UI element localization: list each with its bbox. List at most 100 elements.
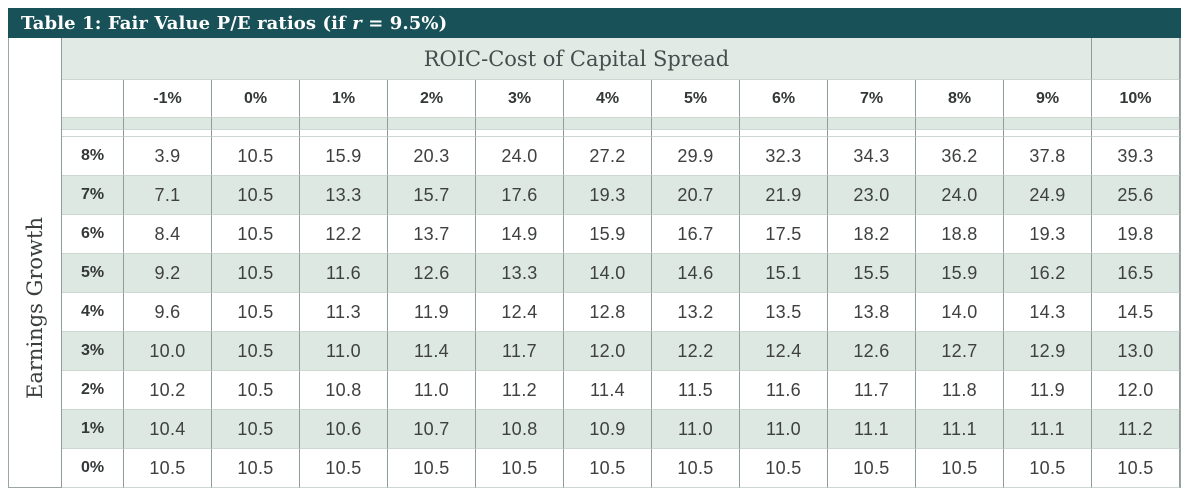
- value-cell: 10.5: [916, 449, 1004, 488]
- value-cell: 3.9: [124, 137, 212, 176]
- value-cell: 10.5: [212, 332, 300, 371]
- value-cell: 10.5: [1092, 449, 1180, 488]
- corner-cell: [62, 80, 124, 118]
- value-cell: 15.7: [388, 176, 476, 215]
- spacer-cell-green: [1092, 118, 1180, 130]
- table-title-bar: Table 1: Fair Value P/E ratios (if r = 9…: [8, 8, 1181, 38]
- value-cell: 12.6: [828, 332, 916, 371]
- column-header-cell: 0%: [212, 80, 300, 118]
- value-cell: 14.0: [564, 254, 652, 293]
- value-cell: 13.8: [828, 293, 916, 332]
- value-cell: 10.5: [476, 449, 564, 488]
- value-cell: 10.5: [212, 137, 300, 176]
- value-cell: 10.5: [212, 254, 300, 293]
- row-label-cell: 8%: [62, 137, 124, 176]
- spacer-cell-green: [124, 118, 212, 130]
- value-cell: 12.4: [740, 332, 828, 371]
- row-label-cell: 0%: [62, 449, 124, 488]
- spacer-cell-white: [388, 130, 476, 137]
- value-cell: 11.5: [652, 371, 740, 410]
- value-cell: 14.0: [916, 293, 1004, 332]
- value-cell: 12.0: [1092, 371, 1180, 410]
- value-cell: 14.6: [652, 254, 740, 293]
- value-cell: 10.5: [564, 449, 652, 488]
- value-cell: 15.9: [916, 254, 1004, 293]
- value-cell: 12.0: [564, 332, 652, 371]
- table-title: Table 1: Fair Value P/E ratios (if r = 9…: [21, 13, 447, 34]
- table-title-suffix: = 9.5%): [361, 12, 448, 34]
- value-cell: 14.5: [1092, 293, 1180, 332]
- spacer-cell-green: [212, 118, 300, 130]
- value-cell: 11.1: [828, 410, 916, 449]
- fair-value-pe-table-panel: Table 1: Fair Value P/E ratios (if r = 9…: [8, 8, 1181, 488]
- value-cell: 14.9: [476, 215, 564, 254]
- spacer-cell-white: [62, 130, 124, 137]
- value-cell: 11.4: [388, 332, 476, 371]
- spacer-cell-white: [1004, 130, 1092, 137]
- value-cell: 13.2: [652, 293, 740, 332]
- value-cell: 39.3: [1092, 137, 1180, 176]
- value-cell: 24.0: [916, 176, 1004, 215]
- value-cell: 25.6: [1092, 176, 1180, 215]
- spacer-cell-white: [124, 130, 212, 137]
- value-cell: 24.0: [476, 137, 564, 176]
- spacer-cell-white: [828, 130, 916, 137]
- value-cell: 17.6: [476, 176, 564, 215]
- row-axis-label-column: Earnings Growth: [9, 38, 62, 487]
- spacer-cell-green: [740, 118, 828, 130]
- value-cell: 14.3: [1004, 293, 1092, 332]
- value-cell: 11.6: [300, 254, 388, 293]
- value-cell: 10.5: [212, 449, 300, 488]
- value-cell: 11.0: [388, 371, 476, 410]
- value-cell: 12.2: [300, 215, 388, 254]
- value-cell: 10.7: [388, 410, 476, 449]
- spacer-cell-green: [388, 118, 476, 130]
- value-cell: 24.9: [1004, 176, 1092, 215]
- spacer-cell-white: [564, 130, 652, 137]
- spacer-cell-green: [1004, 118, 1092, 130]
- spacer-cell-green: [564, 118, 652, 130]
- value-cell: 11.6: [740, 371, 828, 410]
- value-cell: 20.7: [652, 176, 740, 215]
- value-cell: 19.3: [564, 176, 652, 215]
- column-header-cell: 10%: [1092, 80, 1180, 118]
- column-header-cell: 5%: [652, 80, 740, 118]
- value-cell: 12.4: [476, 293, 564, 332]
- value-cell: 15.9: [300, 137, 388, 176]
- value-cell: 11.9: [1004, 371, 1092, 410]
- value-cell: 10.8: [476, 410, 564, 449]
- spacer-cell-green: [62, 118, 124, 130]
- row-label-cell: 6%: [62, 215, 124, 254]
- value-cell: 10.5: [212, 410, 300, 449]
- value-cell: 13.5: [740, 293, 828, 332]
- row-axis-label: Earnings Growth: [23, 216, 47, 399]
- value-cell: 19.3: [1004, 215, 1092, 254]
- table-body: Earnings Growth ROIC-Cost of Capital Spr…: [8, 38, 1181, 488]
- value-cell: 10.5: [124, 449, 212, 488]
- value-cell: 10.5: [300, 449, 388, 488]
- value-cell: 21.9: [740, 176, 828, 215]
- value-cell: 11.2: [1092, 410, 1180, 449]
- value-cell: 16.5: [1092, 254, 1180, 293]
- value-cell: 23.0: [828, 176, 916, 215]
- spacer-cell-white: [740, 130, 828, 137]
- spread-group-header-label: ROIC-Cost of Capital Spread: [423, 46, 730, 71]
- spread-group-header-cell: ROIC-Cost of Capital Spread: [62, 38, 1092, 80]
- spacer-cell-green: [828, 118, 916, 130]
- table-title-r-italic: r: [352, 12, 362, 34]
- value-cell: 11.0: [652, 410, 740, 449]
- value-cell: 10.5: [740, 449, 828, 488]
- value-cell: 16.2: [1004, 254, 1092, 293]
- column-header-cell: 7%: [828, 80, 916, 118]
- spacer-cell-green: [300, 118, 388, 130]
- value-cell: 10.5: [212, 176, 300, 215]
- value-cell: 11.7: [476, 332, 564, 371]
- value-cell: 12.9: [1004, 332, 1092, 371]
- value-cell: 10.9: [564, 410, 652, 449]
- value-cell: 11.8: [916, 371, 1004, 410]
- value-cell: 37.8: [1004, 137, 1092, 176]
- column-header-cell: 1%: [300, 80, 388, 118]
- row-label-cell: 2%: [62, 371, 124, 410]
- value-cell: 7.1: [124, 176, 212, 215]
